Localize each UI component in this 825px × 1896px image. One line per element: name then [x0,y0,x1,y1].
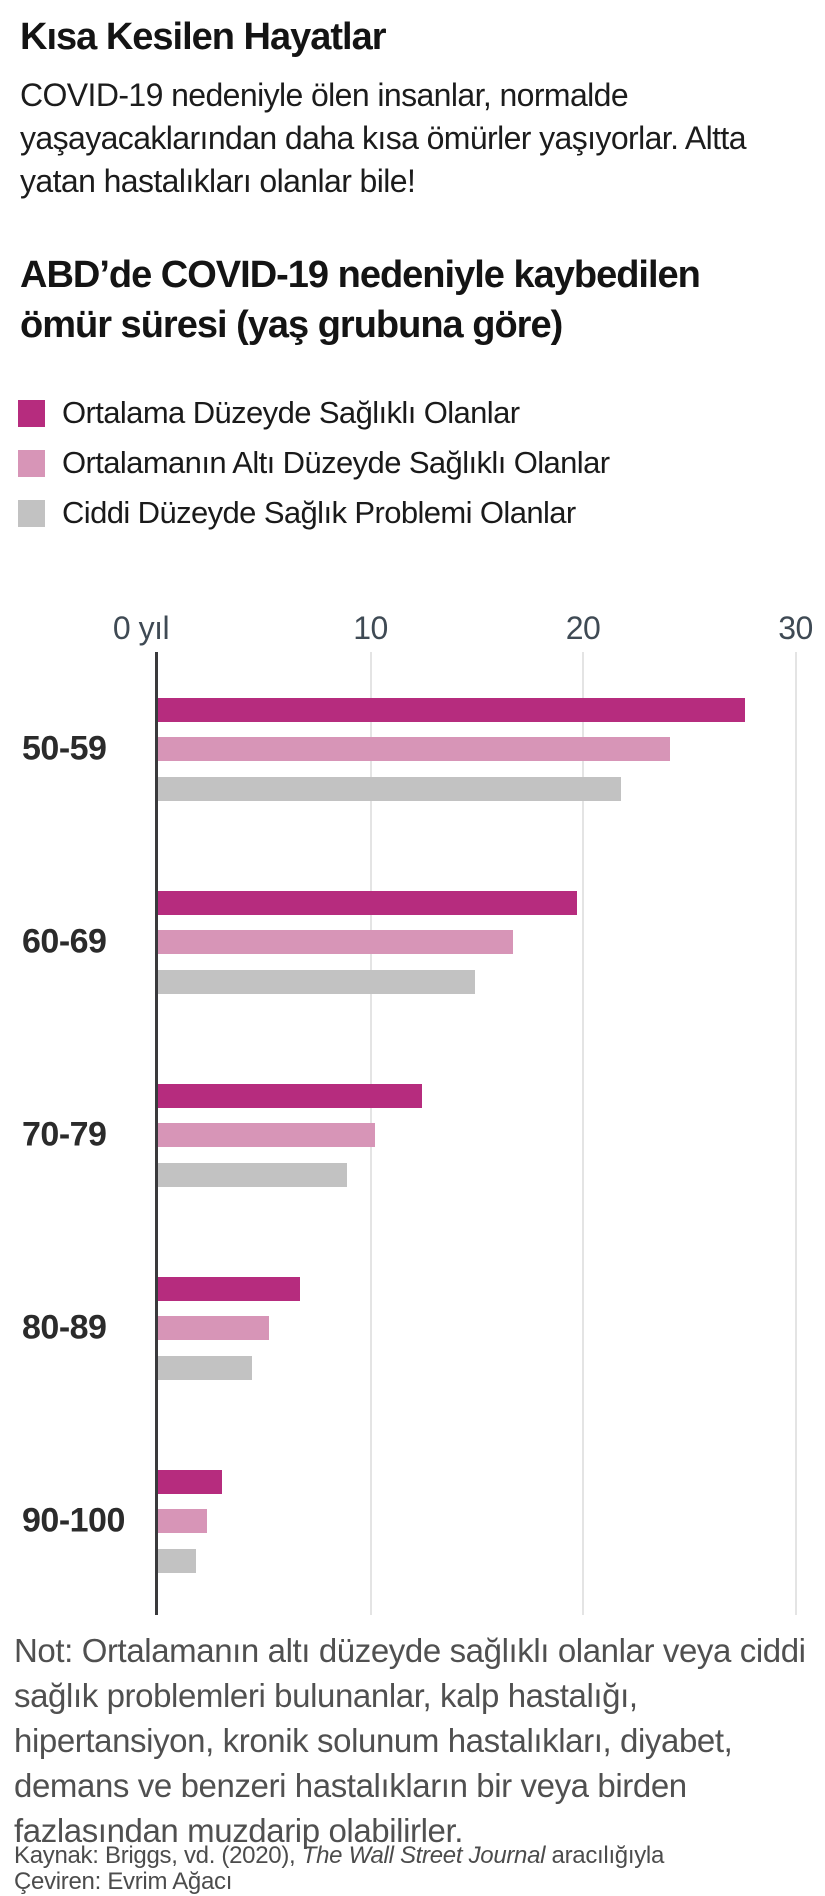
x-tick-20: 20 [565,610,601,646]
bar-80-89-series-1 [158,1316,269,1340]
y-label-90-100: 90-100 [22,1501,125,1540]
legend-label-2: Ciddi Düzeyde Sağlık Problemi Olanlar [62,495,576,530]
legend-swatch-0 [18,399,45,427]
bar-70-79-series-1 [158,1123,375,1147]
legend-item-1: Ortalamanın Altı Düzeyde Sağlıklı Olanla… [18,445,610,480]
bar-80-89-series-2 [158,1356,252,1380]
source-publication: The Wall Street Journal [301,1842,546,1869]
bar-90-100-series-0 [158,1470,222,1494]
bar-60-69-series-1 [158,930,513,954]
page-title: Kısa Kesilen Hayatlar [20,16,387,58]
y-label-50-59: 50-59 [22,729,107,768]
x-tick-30: 30 [778,610,813,646]
x-tick-0: 0 yıl [112,610,170,646]
gridline-30 [794,652,797,1615]
footnote: Not: Ortalamanın altı düzeyde sağlıklı o… [14,1632,806,1849]
bar-70-79-series-2 [158,1163,348,1187]
legend-swatch-2 [18,499,45,527]
source-suffix: aracılığıyla [545,1842,665,1869]
translator-line: Çeviren: Evrim Ağacı [14,1868,233,1895]
bar-50-59-series-0 [158,698,745,722]
bar-60-69-series-2 [158,970,475,994]
bar-70-79-series-0 [158,1084,422,1108]
legend-swatch-1 [18,449,45,477]
chart-legend: Ortalama Düzeyde Sağlıklı Olanlar Ortalam… [18,395,610,549]
bar-90-100-series-1 [158,1509,207,1533]
bar-50-59-series-2 [158,777,622,801]
y-axis-line [155,652,158,1615]
y-label-60-69: 60-69 [22,922,107,961]
y-label-80-89: 80-89 [22,1308,107,1347]
y-label-70-79: 70-79 [22,1115,107,1154]
bar-60-69-series-0 [158,891,577,915]
source-text: Kaynak: Briggs, vd. (2020), [14,1842,302,1869]
bar-90-100-series-2 [158,1549,197,1573]
page-subtitle: COVID-19 nedeniyle ölen insanlar, normal… [20,77,747,199]
bar-50-59-series-1 [158,737,671,761]
legend-item-0: Ortalama Düzeyde Sağlıklı Olanlar [18,395,609,430]
x-tick-10: 10 [353,610,388,646]
legend-label-0: Ortalama Düzeyde Sağlıklı Olanlar [62,395,520,430]
bar-chart: 0 yıl 10 20 30 50-59 60-69 70-79 80-89 90-100 [0,600,825,1622]
chart-title: ABD’de COVID-19 nedeniyle kaybedilen ömü… [20,254,701,346]
legend-label-1: Ortalamanın Altı Düzeyde Sağlıklı Olanla… [62,445,610,480]
source-line: Kaynak: Briggs, vd. (2020), The Wall Str… [14,1842,664,1870]
plot-area [155,652,822,1615]
legend-item-2: Ciddi Düzeyde Sağlık Problemi Olanlar [18,495,609,530]
bar-80-89-series-0 [158,1277,301,1301]
gridline-20 [582,652,584,1615]
